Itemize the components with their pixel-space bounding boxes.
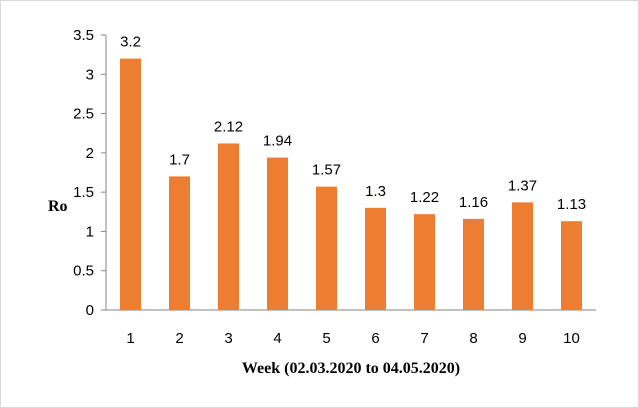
y-tick-label: 1.5 xyxy=(73,184,94,201)
bar-week-1 xyxy=(120,58,141,311)
bar-week-9 xyxy=(512,202,533,310)
data-labels: 3.2 1.7 2.12 1.94 1.57 1.3 1.22 1.16 1.37 1.13 xyxy=(120,34,586,214)
bar-week-10 xyxy=(561,221,582,310)
data-label: 1.3 xyxy=(365,183,386,200)
x-tick-label: 7 xyxy=(420,330,428,347)
x-tick-label: 3 xyxy=(224,330,232,347)
data-label: 1.7 xyxy=(169,151,190,168)
y-tick-label: 0 xyxy=(86,302,94,319)
data-label: 1.22 xyxy=(410,189,439,206)
y-tick-label: 2 xyxy=(86,145,94,162)
data-label: 1.37 xyxy=(508,177,537,194)
x-tick-label: 1 xyxy=(126,330,134,347)
x-tick-label: 2 xyxy=(175,330,183,347)
y-axis-title: Ro xyxy=(48,198,68,215)
x-tick-label: 9 xyxy=(518,330,526,347)
y-tick-label: 0.5 xyxy=(73,263,94,280)
y-tick-label: 2.5 xyxy=(73,106,94,123)
y-tick-label: 3 xyxy=(86,66,94,83)
x-tick-label: 5 xyxy=(322,330,330,347)
data-label: 1.13 xyxy=(557,196,586,213)
data-label: 1.57 xyxy=(312,162,341,179)
bars xyxy=(120,58,582,311)
x-axis-ticks: 1 2 3 4 5 6 7 8 9 10 xyxy=(126,330,580,347)
bar-week-3 xyxy=(218,143,239,310)
x-tick-label: 4 xyxy=(273,330,281,347)
y-axis-ticks: 0 0.5 1 1.5 2 2.5 3 3.5 xyxy=(73,27,106,319)
data-label: 2.12 xyxy=(214,118,243,135)
y-tick-label: 1 xyxy=(86,223,94,240)
bar-week-2 xyxy=(169,176,190,310)
bar-week-5 xyxy=(316,186,337,310)
data-label: 1.94 xyxy=(263,133,292,150)
x-axis-title: Week (02.03.2020 to 04.05.2020) xyxy=(242,360,460,377)
bar-week-8 xyxy=(463,218,484,310)
x-tick-label: 10 xyxy=(563,330,580,347)
bar-week-6 xyxy=(365,207,386,310)
y-tick-label: 3.5 xyxy=(73,27,94,44)
data-label: 3.2 xyxy=(120,34,141,51)
data-label: 1.16 xyxy=(459,194,488,211)
bar-week-7 xyxy=(414,214,435,310)
x-tick-label: 6 xyxy=(371,330,379,347)
bar-week-4 xyxy=(267,157,288,310)
x-tick-label: 8 xyxy=(469,330,477,347)
